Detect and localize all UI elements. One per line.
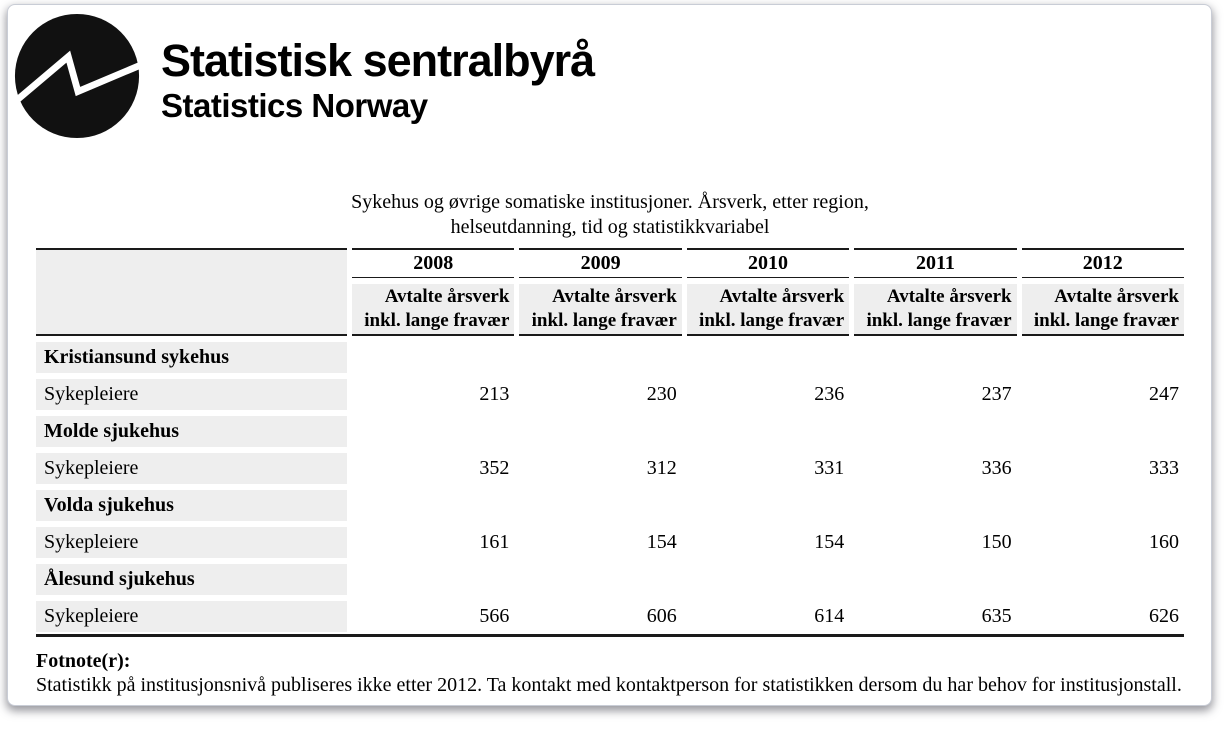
data-row-label: Sykepleiere — [36, 453, 347, 484]
value-cell: 606 — [519, 601, 682, 632]
measure-line1: Avtalte årsverk — [1054, 286, 1179, 307]
group-row-label: Ålesund sjukehus — [36, 564, 347, 595]
measure-line1: Avtalte årsverk — [886, 286, 1012, 307]
group-row-label: Molde sjukehus — [36, 416, 347, 447]
data-row-label: Sykepleiere — [36, 527, 347, 558]
table-title-line1: Sykehus og øvrige somatiske institusjone… — [351, 191, 869, 213]
measure-header: Avtalte årsverk inkl. lange fravær — [854, 284, 1017, 336]
measure-line2: inkl. lange fravær — [531, 310, 677, 331]
group-row-spacer — [1021, 342, 1184, 373]
group-row-spacer — [686, 564, 850, 595]
value-cell: 150 — [854, 527, 1017, 558]
group-row-spacer — [352, 342, 515, 373]
group-row-spacer — [854, 342, 1017, 373]
value-cell: 333 — [1021, 453, 1184, 484]
measure-line2: inkl. lange fravær — [866, 310, 1012, 331]
measure-line2: inkl. lange fravær — [1033, 310, 1179, 331]
group-row-spacer — [686, 490, 850, 521]
measure-header: Avtalte årsverk inkl. lange fravær — [352, 284, 515, 336]
measure-header: Avtalte årsverk inkl. lange fravær — [1021, 284, 1184, 336]
table-bottom-rule — [36, 634, 1184, 637]
value-cell: 237 — [854, 379, 1017, 410]
group-row-spacer — [854, 564, 1017, 595]
ssb-logo: Statistisk sentralbyrå Statistics Norway — [13, 12, 1211, 140]
group-row-spacer — [686, 416, 850, 447]
measure-line2: inkl. lange fravær — [364, 310, 510, 331]
measure-header: Avtalte årsverk inkl. lange fravær — [686, 284, 850, 336]
year-header-2008: 2008 — [352, 248, 515, 278]
data-table: 2008 2009 2010 2011 2012 Avtalte årsverk… — [36, 248, 1184, 632]
logo-subtitle: Statistics Norway — [161, 87, 428, 124]
header-corner-cell — [36, 248, 347, 336]
value-cell: 336 — [854, 453, 1017, 484]
ssb-zigzag-icon — [13, 13, 141, 139]
measure-line2: inkl. lange fravær — [699, 310, 845, 331]
value-cell: 230 — [519, 379, 682, 410]
group-row-label: Volda sjukehus — [36, 490, 347, 521]
table-title-line2: helseutdanning, tid og statistikkvariabe… — [450, 216, 770, 238]
group-row-spacer — [686, 342, 850, 373]
value-cell: 154 — [686, 527, 850, 558]
value-cell: 247 — [1021, 379, 1184, 410]
footnote-title: Fotnote(r): — [36, 650, 131, 672]
measure-line1: Avtalte årsverk — [552, 286, 677, 307]
group-row-spacer — [519, 490, 682, 521]
measure-line1: Avtalte årsverk — [384, 286, 510, 307]
value-cell: 331 — [686, 453, 850, 484]
page: Statistisk sentralbyrå Statistics Norway… — [7, 4, 1212, 706]
value-cell: 213 — [352, 379, 515, 410]
year-header-2011: 2011 — [854, 248, 1017, 278]
group-row-spacer — [854, 490, 1017, 521]
table-title: Sykehus og øvrige somatiske institusjone… — [36, 190, 1184, 240]
footnote-text: Statistikk på institusjonsnivå publisere… — [36, 674, 1182, 696]
group-row-spacer — [352, 490, 515, 521]
group-row-spacer — [519, 564, 682, 595]
group-row-label: Kristiansund sykehus — [36, 342, 347, 373]
group-row-spacer — [1021, 416, 1184, 447]
group-row-spacer — [519, 342, 682, 373]
value-cell: 312 — [519, 453, 682, 484]
logo-title: Statistisk sentralbyrå — [161, 35, 595, 86]
value-cell: 154 — [519, 527, 682, 558]
group-row-spacer — [1021, 490, 1184, 521]
group-row-spacer — [352, 564, 515, 595]
year-header-2009: 2009 — [519, 248, 682, 278]
group-row-spacer — [519, 416, 682, 447]
table-area: Sykehus og øvrige somatiske institusjone… — [36, 190, 1184, 697]
value-cell: 160 — [1021, 527, 1184, 558]
value-cell: 635 — [854, 601, 1017, 632]
data-row-label: Sykepleiere — [36, 601, 347, 632]
value-cell: 614 — [686, 601, 850, 632]
measure-line1: Avtalte årsverk — [719, 286, 845, 307]
year-header-2010: 2010 — [686, 248, 850, 278]
measure-header: Avtalte årsverk inkl. lange fravær — [519, 284, 682, 336]
value-cell: 566 — [352, 601, 515, 632]
value-cell: 236 — [686, 379, 850, 410]
group-row-spacer — [854, 416, 1017, 447]
footnote: Fotnote(r): Statistikk på institusjonsni… — [36, 649, 1184, 697]
value-cell: 352 — [352, 453, 515, 484]
year-header-2012: 2012 — [1021, 248, 1184, 278]
data-row-label: Sykepleiere — [36, 379, 347, 410]
group-row-spacer — [1021, 564, 1184, 595]
value-cell: 626 — [1021, 601, 1184, 632]
value-cell: 161 — [352, 527, 515, 558]
group-row-spacer — [352, 416, 515, 447]
